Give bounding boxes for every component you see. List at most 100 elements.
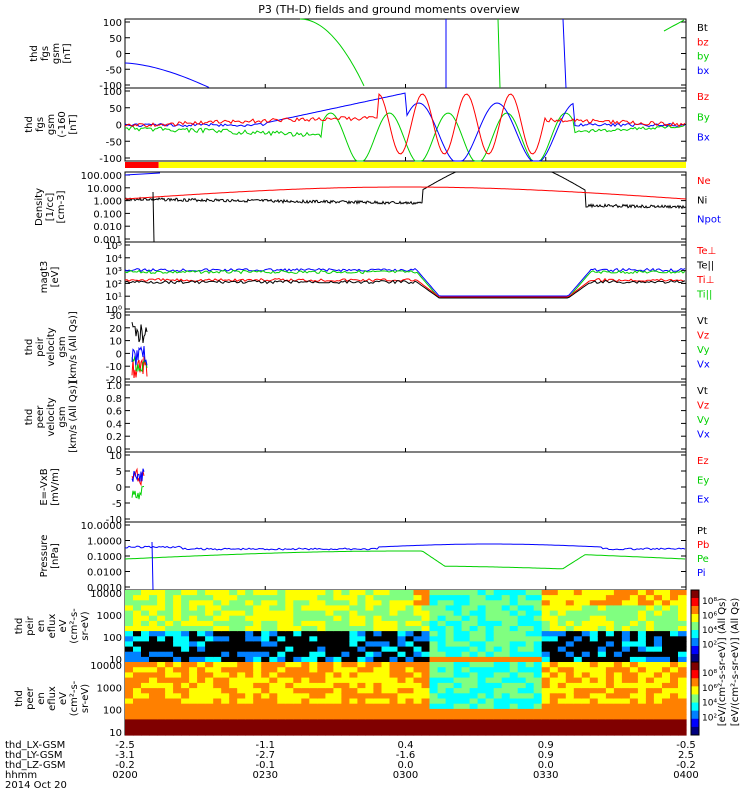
y-tick-label: 10 [109, 655, 122, 666]
spectrogram-cell [493, 708, 503, 715]
spectrogram-cell [405, 605, 415, 612]
spectrogram-cell [285, 636, 294, 642]
y-axis-label-line: eV [58, 619, 69, 632]
spectrogram-cell [525, 714, 535, 720]
spectrogram-cell [149, 708, 158, 715]
spectrogram-cell [541, 693, 551, 700]
spectrogram-cell [565, 677, 575, 684]
spectrogram-cell [157, 708, 166, 715]
spectrogram-cell [621, 605, 631, 612]
spectrogram-cell [670, 595, 679, 601]
spectrogram-cell [541, 703, 551, 710]
spectrogram-cell [645, 667, 655, 673]
spectrogram-cell [662, 677, 671, 684]
spectrogram-cell [485, 708, 495, 715]
spectrogram-cell [557, 708, 567, 715]
spectrogram-cell [165, 620, 174, 627]
y-tick-label: 30 [109, 311, 122, 322]
spectrogram-cell [333, 667, 342, 673]
spectrogram-cell [678, 626, 687, 632]
spectrogram-cell [125, 729, 134, 736]
spectrogram-cell [637, 662, 647, 668]
spectrogram-cell [573, 636, 583, 642]
spectrogram-cell [581, 698, 591, 705]
spectrogram-cell [189, 646, 198, 653]
spectrogram-cell [445, 724, 455, 731]
spectrogram-cell [501, 672, 511, 679]
spectrogram-cell [389, 708, 399, 715]
x-axis-value-lz: -0.2 [676, 760, 696, 771]
spectrogram-cell [293, 724, 302, 731]
spectrogram-cell [301, 693, 310, 700]
spectrogram-cell [653, 641, 663, 648]
spectrogram-cell [405, 641, 415, 648]
spectrogram-cell [381, 708, 391, 715]
spectrogram-cell [573, 688, 583, 694]
spectrogram-cell [525, 698, 535, 705]
spectrogram-cell [189, 698, 198, 705]
spectrogram-cell [517, 610, 527, 617]
spectrogram-cell [501, 724, 511, 731]
spectrogram-cell [565, 667, 575, 673]
spectrogram-cell [269, 605, 278, 612]
spectrogram-cell [670, 590, 679, 596]
spectrogram-cell [662, 641, 671, 648]
y-axis-label-line: sr-eV) [80, 684, 91, 713]
spectrogram-cell [605, 719, 615, 726]
spectrogram-cell [565, 714, 575, 720]
legend-entry: bx [697, 66, 709, 77]
spectrogram-cell [317, 590, 326, 596]
spectrogram-cell [245, 708, 254, 715]
spectrogram-cell [597, 724, 607, 731]
spectrogram-cell [189, 595, 198, 601]
y-axis-label-line: peir [35, 336, 46, 356]
spectrogram-cell [221, 688, 230, 694]
spectrogram-cell [509, 714, 519, 720]
spectrogram-cell [309, 636, 318, 642]
spectrogram-cell [670, 636, 679, 642]
spectrogram-cell [413, 662, 423, 668]
spectrogram-cell [309, 620, 318, 627]
spectrogram-cell [621, 626, 631, 632]
y-tick-label: 10² [105, 279, 122, 290]
y-tick-label: -50 [106, 65, 122, 76]
spectrogram-cell [645, 600, 655, 606]
spectrogram-cell [341, 651, 350, 658]
spectrogram-cell [181, 672, 190, 679]
spectrogram-cell [501, 641, 511, 648]
spectrogram-cell [670, 703, 679, 710]
spectrogram-cell [229, 605, 238, 612]
spectrogram-cell [629, 708, 639, 715]
spectrogram-cell [309, 719, 318, 726]
spectrogram-cell [165, 626, 174, 632]
spectrogram-cell [678, 698, 687, 705]
spectrogram-cell [181, 693, 190, 700]
spectrogram-cell [645, 688, 655, 694]
spectrogram-cell [389, 610, 399, 617]
spectrogram-cell [549, 719, 559, 726]
spectrogram-cell [277, 682, 286, 689]
spectrogram-cell [517, 714, 527, 720]
spectrogram-cell [229, 698, 238, 705]
spectrogram-cell [573, 667, 583, 673]
spectrogram-cell [253, 656, 262, 663]
spectrogram-cell [197, 724, 206, 731]
spectrogram-cell [261, 636, 270, 642]
spectrogram-cell [421, 662, 431, 668]
spectrogram-cell [229, 682, 238, 689]
spectrogram-cell [437, 605, 447, 612]
spectrogram-cell [349, 667, 358, 673]
spectrogram-cell [333, 719, 342, 726]
spectrogram-cell [589, 693, 599, 700]
spectrogram-cell [670, 677, 679, 684]
spectrogram-cell [621, 662, 631, 668]
spectrogram-cell [277, 626, 286, 632]
spectrogram-cell [589, 641, 599, 648]
spectrogram-cell [445, 693, 455, 700]
spectrogram-cell [381, 600, 391, 606]
spectrogram-cell [533, 656, 543, 663]
spectrogram-cell [293, 682, 302, 689]
spectrogram-cell [678, 656, 687, 663]
spectrogram-cell [213, 605, 222, 612]
spectrogram-cell [469, 703, 479, 710]
